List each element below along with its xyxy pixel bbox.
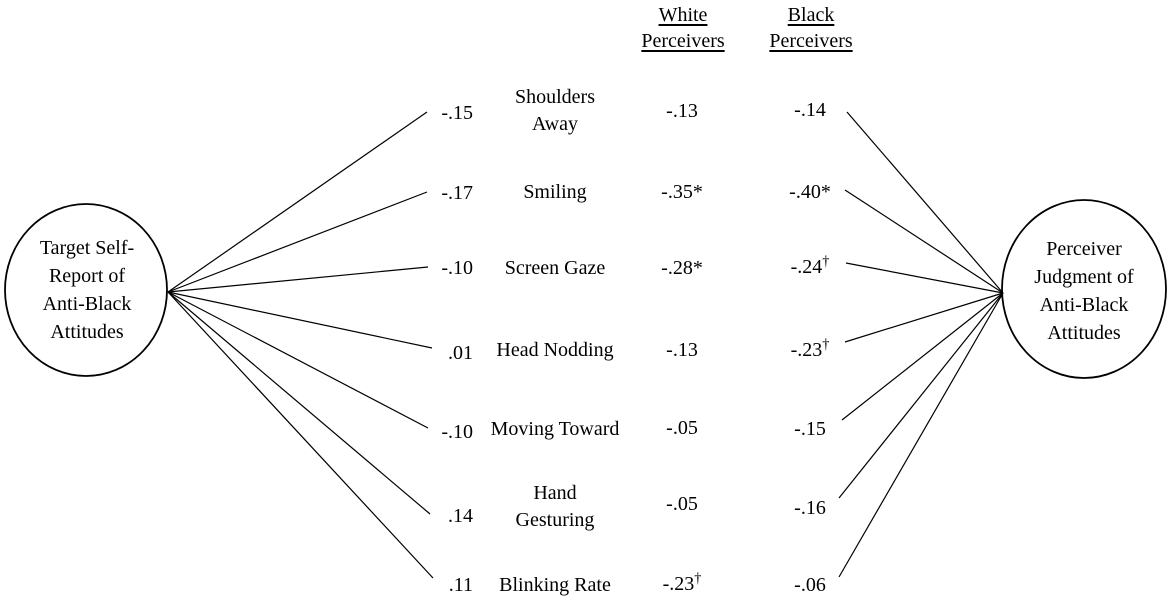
coef-value: -.16 bbox=[794, 497, 826, 519]
black-coefficient: -.14 bbox=[750, 97, 870, 123]
black-perceivers-header: Black Perceivers bbox=[769, 4, 853, 52]
right-latent-ellipse bbox=[1001, 199, 1167, 379]
target-loading: -.10 bbox=[441, 257, 473, 279]
white-coefficient: -.05 bbox=[622, 491, 742, 517]
path-line-right-smiling bbox=[844, 189, 1004, 294]
black-coefficient: -.15 bbox=[750, 416, 870, 442]
behavior-label: Smiling bbox=[523, 181, 587, 203]
target-loading: .01 bbox=[448, 342, 473, 364]
white-coefficient: -.35* bbox=[622, 179, 742, 205]
path-line-right-blinking-rate bbox=[838, 292, 1004, 578]
coef-value: -.40 bbox=[789, 181, 821, 203]
coef-value: -.05 bbox=[666, 417, 698, 439]
coef-dagger: † bbox=[822, 253, 830, 270]
path-line-left-moving-toward bbox=[167, 291, 429, 429]
black-coefficient: -.40* bbox=[750, 179, 870, 205]
left-path-fan bbox=[167, 111, 434, 579]
white-coefficient: -.13 bbox=[622, 337, 742, 363]
path-line-right-shoulders-away bbox=[846, 111, 1004, 294]
black-coefficient: -.24† bbox=[750, 254, 870, 280]
path-line-right-screen-gaze bbox=[845, 262, 1004, 294]
target-loading: .14 bbox=[448, 505, 473, 527]
target-loading: -.17 bbox=[441, 182, 473, 204]
coef-value: -.05 bbox=[666, 493, 698, 515]
coef-value: -.23 bbox=[790, 339, 823, 361]
path-line-right-hand-gesturing bbox=[838, 292, 1004, 499]
target-loading: .11 bbox=[448, 574, 473, 596]
white-coefficient: -.28* bbox=[622, 255, 742, 281]
left-latent-label: Target Self- Report of Anti-Black Attitu… bbox=[39, 237, 135, 343]
behavior-label: Head Nodding bbox=[496, 339, 614, 361]
path-line-right-head-nodding bbox=[844, 292, 1004, 343]
black-coefficient: -.16 bbox=[750, 495, 870, 521]
coef-value: -.06 bbox=[794, 574, 826, 596]
behavior-label: Screen Gaze bbox=[504, 257, 606, 279]
right-latent-label: Perceiver Judgment of Anti-Black Attitud… bbox=[1034, 238, 1134, 344]
path-line-left-shoulders-away bbox=[167, 111, 428, 293]
path-line-right-moving-toward bbox=[841, 292, 1004, 421]
behavior-label: Hand Gesturing bbox=[515, 482, 595, 531]
path-line-left-hand-gesturing bbox=[167, 291, 431, 515]
coef-value: -.13 bbox=[666, 339, 698, 361]
target-loading: -.15 bbox=[441, 102, 473, 124]
coef-value: -.13 bbox=[666, 100, 698, 122]
behavior-label: Moving Toward bbox=[490, 418, 620, 440]
coef-star: * bbox=[692, 257, 703, 279]
coef-value: -.35 bbox=[661, 181, 693, 203]
target-loading: -.10 bbox=[441, 421, 473, 443]
coef-value: -.24 bbox=[790, 256, 823, 278]
right-path-fan bbox=[838, 111, 1004, 578]
behavior-label: Blinking Rate bbox=[499, 574, 611, 596]
coef-dagger: † bbox=[694, 570, 702, 587]
path-line-left-blinking-rate bbox=[167, 291, 434, 579]
black-coefficient: -.23† bbox=[750, 337, 870, 363]
left-latent-ellipse bbox=[4, 203, 168, 377]
path-line-left-screen-gaze bbox=[167, 266, 429, 293]
coef-value: -.28 bbox=[661, 257, 693, 279]
behavior-label: Shoulders Away bbox=[515, 86, 595, 135]
white-coefficient: -.13 bbox=[622, 98, 742, 124]
coef-star: * bbox=[692, 181, 703, 203]
path-line-left-head-nodding bbox=[167, 291, 433, 349]
coef-dagger: † bbox=[822, 336, 830, 353]
white-coefficient: -.23† bbox=[622, 571, 742, 597]
black-coefficient: -.06 bbox=[750, 572, 870, 598]
coef-value: -.15 bbox=[794, 418, 826, 440]
white-coefficient: -.05 bbox=[622, 415, 742, 441]
white-perceivers-header: White Perceivers bbox=[641, 4, 725, 52]
coef-value: -.23 bbox=[662, 573, 695, 595]
coef-star: * bbox=[820, 181, 831, 203]
path-line-left-smiling bbox=[167, 191, 428, 293]
coef-value: -.14 bbox=[794, 99, 826, 121]
